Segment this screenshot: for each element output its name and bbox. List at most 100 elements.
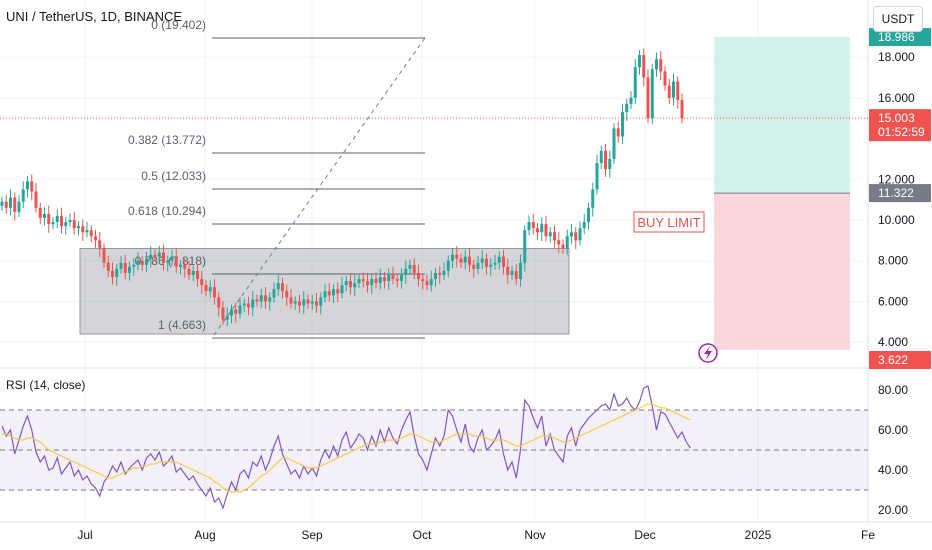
candle-body (81, 226, 85, 233)
candle-body (570, 232, 573, 237)
candle-body (672, 81, 675, 98)
time-tick-label: Fe (861, 528, 875, 542)
candle-body (289, 297, 293, 304)
candle-body (225, 315, 229, 320)
candle-body (349, 281, 352, 288)
candle-body (132, 264, 136, 267)
candle-body (523, 230, 527, 263)
candle-body (149, 254, 153, 259)
flash-icon (704, 346, 712, 360)
candle-body (374, 279, 378, 284)
candle-body (366, 281, 369, 286)
candle-body (633, 67, 637, 98)
candle-body (514, 270, 518, 280)
candle-body (302, 299, 306, 306)
candle-body (429, 279, 433, 286)
candle-body (38, 207, 42, 218)
price-tick-label: 6.000 (878, 294, 908, 308)
candle-body (221, 307, 225, 320)
candle-body (544, 224, 548, 237)
candle-body (353, 283, 357, 288)
candle-body (26, 181, 29, 190)
stop-price-label: 3.622 (878, 353, 908, 367)
candle-body (51, 222, 55, 225)
candle-body (162, 252, 165, 263)
candle-body (166, 260, 170, 263)
entry-price-label: 11.322 (878, 186, 914, 200)
candle-body (646, 77, 650, 119)
candle-body (298, 301, 301, 306)
candle-body (638, 55, 641, 68)
candle-body (599, 150, 603, 163)
candle-body (43, 213, 46, 218)
candle-body (667, 85, 671, 98)
candle-body (170, 256, 174, 261)
candle-body (425, 281, 429, 286)
candle-body (315, 301, 318, 306)
candle-body (650, 69, 654, 119)
candle-body (323, 291, 327, 298)
candle-body (604, 150, 607, 170)
fib-level-label: 0.382 (13.772) (128, 133, 206, 147)
candle-body (480, 258, 484, 263)
candle-body (616, 128, 620, 137)
current-price-label: 15.003 (878, 111, 915, 125)
candle-body (128, 266, 131, 273)
candle-body (264, 295, 267, 302)
candle-body (208, 287, 212, 292)
candle-body (472, 264, 476, 269)
candle-body (60, 215, 63, 227)
price-tick-label: 10.000 (878, 213, 915, 227)
entry-price-badge (869, 184, 931, 203)
rsi-ma-line (2, 403, 691, 493)
candle-body (196, 270, 199, 280)
fib-level-label: 1 (4.663) (158, 318, 206, 332)
candle-body (378, 277, 382, 284)
candle-body (89, 230, 93, 237)
candle-body (463, 256, 467, 263)
candle-body (238, 305, 242, 314)
candle-body (357, 279, 361, 284)
candle-body (557, 240, 561, 245)
candle-body (485, 258, 488, 267)
candle-body (493, 262, 497, 265)
candle-body (123, 262, 127, 273)
candle-body (340, 285, 344, 294)
candle-body (47, 213, 51, 225)
candle-body (106, 262, 110, 271)
fib-level-label: 0 (19.402) (151, 18, 206, 32)
candle-body (629, 97, 633, 104)
candle-body (625, 103, 629, 113)
candle-body (506, 266, 510, 275)
price-tick-label: 12.000 (878, 172, 915, 186)
candle-body (663, 71, 667, 86)
time-tick-label: Oct (413, 528, 432, 542)
price-tick-label: 18.000 (878, 50, 915, 64)
candle-body (281, 283, 284, 292)
candle-body (565, 236, 569, 249)
candle-body (272, 289, 276, 298)
candlestick-series (0, 48, 684, 327)
target-zone (714, 37, 850, 194)
candle-body (578, 228, 582, 241)
candle-body (582, 222, 586, 229)
candle-body (659, 59, 663, 72)
candle-body (94, 236, 97, 241)
currency-button[interactable]: USDT (873, 6, 923, 32)
candle-body (306, 299, 310, 304)
candle-body (85, 230, 89, 233)
candle-body (391, 274, 395, 280)
candle-body (115, 268, 119, 278)
candle-body (319, 297, 323, 306)
candle-body (387, 274, 391, 282)
candle-body (680, 99, 684, 119)
candle-body (404, 268, 408, 275)
candle-body (72, 220, 76, 229)
candle-body (157, 252, 161, 257)
candle-body (587, 207, 590, 223)
candle-body (183, 264, 187, 269)
candle-body (591, 189, 595, 208)
candle-body (179, 264, 182, 267)
candle-body (191, 270, 195, 275)
